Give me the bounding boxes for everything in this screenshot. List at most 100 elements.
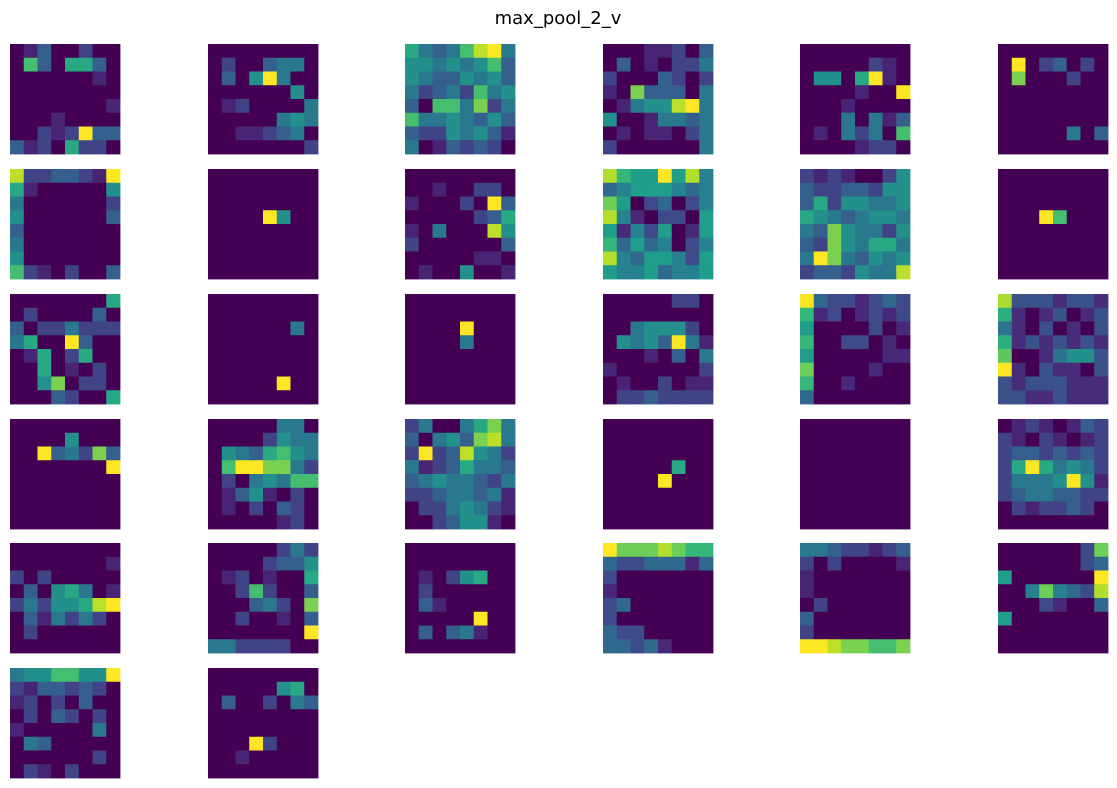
heatmap-cell (855, 432, 870, 447)
heatmap-cell (998, 474, 1013, 489)
heatmap-cell (487, 419, 502, 434)
heatmap-cell (276, 169, 291, 184)
heatmap-cell (249, 611, 264, 626)
heatmap-cell (290, 349, 305, 364)
heatmap-cell (446, 570, 461, 585)
heatmap-cell (221, 112, 236, 127)
heatmap-cell (501, 307, 516, 322)
heatmap-cell (249, 432, 264, 447)
heatmap-cell (896, 432, 911, 447)
heatmap-cell (106, 639, 121, 654)
heatmap-cell (896, 487, 911, 502)
heatmap-cell (405, 501, 420, 516)
heatmap-cell (671, 460, 686, 475)
heatmap-cell (473, 112, 488, 127)
heatmap-cell (896, 515, 911, 530)
heatmap-cell (671, 598, 686, 613)
heatmap-cell (460, 625, 475, 640)
heatmap-cell (460, 321, 475, 336)
heatmap-cell (10, 611, 25, 626)
heatmap-cell (1053, 294, 1068, 309)
heatmap-cell (841, 321, 856, 336)
heatmap-cell (630, 321, 645, 336)
heatmap-cell (473, 44, 488, 59)
heatmap-cell (1080, 126, 1095, 141)
heatmap-cell (304, 251, 319, 266)
heatmap-cell (208, 376, 223, 391)
heatmap-cell (304, 584, 319, 599)
heatmap-cell (418, 57, 433, 72)
heatmap-cell (630, 487, 645, 502)
heatmap-cell (1053, 460, 1068, 475)
heatmap-cell (51, 362, 66, 377)
heatmap-cell (263, 321, 278, 336)
heatmap-cell (405, 349, 420, 364)
heatmap-cell (106, 543, 121, 558)
heatmap-cell (446, 85, 461, 100)
heatmap-cell (487, 140, 502, 155)
heatmap-cell (304, 182, 319, 197)
heatmap-cell (1025, 294, 1040, 309)
heatmap-cell (290, 237, 305, 252)
heatmap-cell (304, 99, 319, 114)
heatmap-cell (658, 210, 673, 225)
heatmap-cell (418, 474, 433, 489)
heatmap-cell (10, 182, 25, 197)
heatmap-cell (473, 99, 488, 114)
heatmap-cell (1053, 376, 1068, 391)
heatmap-cell (630, 639, 645, 654)
heatmap-cell (235, 376, 250, 391)
heatmap-cell (263, 71, 278, 86)
heatmap-cell (65, 695, 80, 710)
heatmap-cell (616, 611, 631, 626)
heatmap-cell (658, 126, 673, 141)
heatmap-cell (106, 584, 121, 599)
heatmap-cell (868, 446, 883, 461)
heatmap-cell (855, 251, 870, 266)
heatmap-cell (827, 584, 842, 599)
heatmap-cell (249, 44, 264, 59)
heatmap-cell (446, 556, 461, 571)
heatmap-cell (51, 390, 66, 405)
heatmap-cell (10, 543, 25, 558)
heatmap-cell (221, 501, 236, 516)
heatmap-cell (1011, 265, 1026, 280)
heatmap-cell (23, 126, 38, 141)
heatmap-cell (473, 237, 488, 252)
heatmap-cell (630, 112, 645, 127)
heatmap-cell (487, 390, 502, 405)
heatmap-cell (446, 376, 461, 391)
heatmap-cell (658, 224, 673, 239)
heatmap-cell (10, 432, 25, 447)
heatmap-cell (221, 556, 236, 571)
heatmap-cell (23, 99, 38, 114)
heatmap-cell (92, 196, 107, 211)
heatmap-cell (1025, 487, 1040, 502)
heatmap-cell (405, 71, 420, 86)
heatmap-cell (868, 419, 883, 434)
heatmap-cell (603, 556, 618, 571)
heatmap-cell (1053, 362, 1068, 377)
heatmap-cell (671, 251, 686, 266)
heatmap-cell (1011, 44, 1026, 59)
heatmap-cell (1053, 335, 1068, 350)
heatmap-cell (487, 460, 502, 475)
heatmap-cell (446, 169, 461, 184)
heatmap-cell (263, 446, 278, 461)
heatmap-cell (473, 140, 488, 155)
heatmap-cell (658, 140, 673, 155)
heatmap-cell (882, 224, 897, 239)
heatmap-cell (290, 501, 305, 516)
heatmap-cell (501, 474, 516, 489)
heatmap-cell (699, 432, 714, 447)
heatmap-cell (78, 460, 93, 475)
heatmap-cell (249, 570, 264, 585)
heatmap-cell (855, 321, 870, 336)
heatmap-cell (882, 237, 897, 252)
heatmap-cell (23, 294, 38, 309)
heatmap-cell (998, 57, 1013, 72)
heatmap-cell (304, 376, 319, 391)
heatmap-cell (882, 85, 897, 100)
heatmap-cell (92, 376, 107, 391)
heatmap-cell (51, 709, 66, 724)
